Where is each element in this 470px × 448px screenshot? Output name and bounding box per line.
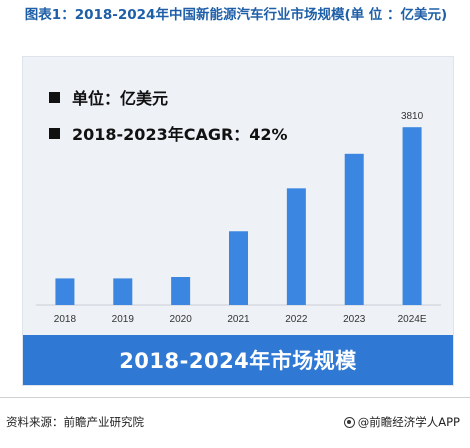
x-tick-label-2020: 2020 bbox=[170, 314, 193, 325]
bar-2018 bbox=[55, 278, 75, 305]
legend-square-icon bbox=[49, 127, 60, 139]
x-tick-label-2019: 2019 bbox=[112, 314, 135, 325]
chart-panel: 2018 2019 2020 2021 2022 2023 2024E 3810 单位：亿美元… bbox=[22, 56, 454, 386]
legend-square-icon bbox=[49, 91, 60, 103]
bar-chart: 2018 2019 2020 2021 2022 2023 2024E 3810 bbox=[36, 111, 441, 325]
brand-credit: @前瞻经济学人APP bbox=[343, 414, 460, 430]
data-label-2024E: 3810 bbox=[401, 111, 424, 122]
qianzhan-logo-icon bbox=[343, 416, 355, 428]
x-tick-label-2018: 2018 bbox=[54, 314, 77, 325]
chart-title: 图表1：2018-2024年中国新能源汽车行业市场规模(单 位 ：亿美元) bbox=[24, 7, 448, 23]
bar-2020 bbox=[171, 277, 191, 305]
bar-2019 bbox=[113, 278, 133, 305]
bar-2023 bbox=[344, 153, 364, 305]
brand-text: @前瞻经济学人APP bbox=[357, 415, 460, 429]
x-tick-label-2021: 2021 bbox=[227, 314, 250, 325]
x-tick-label-2022: 2022 bbox=[285, 314, 308, 325]
unit-legend: 单位：亿美元 bbox=[49, 85, 168, 109]
source-text: 资料来源：前瞻产业研究院 bbox=[6, 415, 144, 429]
cagr-text: 2018-2023年CAGR：42% bbox=[72, 125, 288, 144]
x-tick-label-2024E: 2024E bbox=[398, 314, 427, 325]
bar-2024E bbox=[402, 127, 422, 305]
cagr-legend: 2018-2023年CAGR：42% bbox=[49, 121, 288, 145]
bar-2021 bbox=[229, 231, 248, 305]
unit-text: 单位：亿美元 bbox=[72, 89, 169, 108]
chart-banner: 2018-2024年市场规模 bbox=[23, 335, 453, 385]
footer-divider bbox=[0, 397, 470, 398]
bar-2022 bbox=[286, 188, 306, 305]
x-tick-label-2023: 2023 bbox=[343, 314, 366, 325]
